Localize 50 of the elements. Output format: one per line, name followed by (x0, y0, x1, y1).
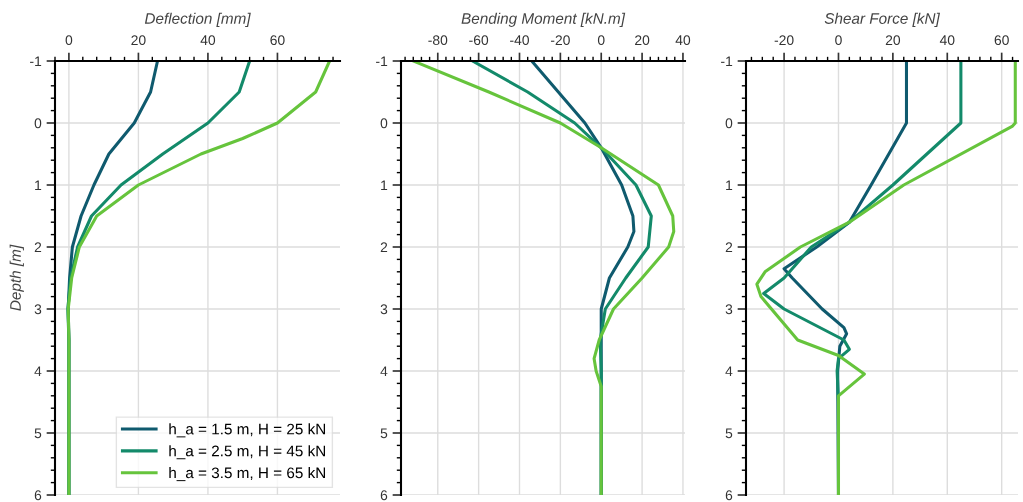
y-tick-label: -1 (30, 56, 42, 67)
x-tick-label: 0 (597, 35, 605, 46)
y-tick-label: -1 (721, 56, 733, 67)
x-tick-label: 40 (200, 35, 216, 46)
legend-label: h_a = 2.5 m, H = 45 kN (169, 445, 326, 460)
y-tick-label: 3 (380, 304, 388, 315)
x-axis-title: Bending Moment [kN.m] (461, 12, 626, 27)
y-tick-label: 6 (725, 490, 733, 501)
x-axis-title: Deflection [mm] (144, 12, 251, 27)
legend-label: h_a = 1.5 m, H = 25 kN (169, 423, 326, 438)
x-tick-label: 60 (994, 35, 1009, 46)
x-tick-label: 20 (885, 35, 901, 46)
y-tick-label: 4 (380, 366, 388, 377)
y-axis-title: Depth [m] (9, 244, 24, 311)
x-tick-label: -40 (510, 35, 529, 46)
y-tick-label: 6 (380, 490, 388, 501)
x-tick-label: -80 (428, 35, 448, 46)
y-tick-label: 1 (381, 180, 388, 191)
y-tick-label: 1 (726, 180, 733, 191)
x-tick-label: 0 (65, 35, 73, 46)
y-tick-label: 1 (35, 180, 42, 191)
line-series (66, 61, 332, 495)
y-tick-label: 0 (380, 118, 388, 129)
x-tick-label: 20 (635, 35, 650, 46)
y-tick-label: 2 (725, 242, 733, 253)
y-tick-label: 5 (725, 428, 733, 439)
x-axis-title: Shear Force [kN] (824, 12, 941, 27)
x-tick-label: -20 (550, 35, 570, 46)
y-tick-label: 0 (725, 118, 733, 129)
x-tick-label: -60 (469, 35, 489, 46)
y-tick-label: 5 (380, 428, 388, 439)
x-tick-label: 40 (675, 35, 691, 46)
y-tick-label: 0 (34, 118, 42, 129)
x-tick-label: 0 (835, 35, 842, 46)
line-series (755, 61, 1017, 495)
y-tick-label: 2 (380, 242, 388, 253)
x-tick-label: 60 (270, 35, 285, 46)
y-tick-label: 3 (34, 304, 42, 315)
y-tick-label: 6 (34, 490, 42, 501)
y-tick-label: 5 (34, 428, 42, 439)
y-tick-label: 4 (725, 366, 733, 377)
x-tick-label: -20 (774, 35, 794, 46)
x-tick-label: 20 (131, 35, 146, 46)
legend-label: h_a = 3.5 m, H = 65 kN (169, 467, 326, 482)
y-tick-label: -1 (376, 56, 388, 67)
x-tick-label: 40 (939, 35, 955, 46)
y-tick-label: 4 (34, 366, 42, 377)
y-tick-label: 3 (725, 304, 733, 315)
line-series (411, 61, 676, 495)
y-tick-label: 2 (34, 242, 42, 253)
